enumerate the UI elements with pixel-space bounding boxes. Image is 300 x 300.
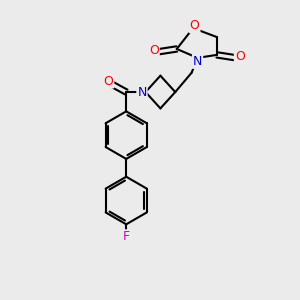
Text: O: O	[103, 74, 113, 88]
Text: O: O	[190, 19, 200, 32]
Text: O: O	[149, 44, 159, 57]
Text: N: N	[193, 55, 202, 68]
Text: F: F	[123, 230, 130, 243]
Text: O: O	[235, 50, 245, 63]
Text: N: N	[137, 85, 147, 98]
